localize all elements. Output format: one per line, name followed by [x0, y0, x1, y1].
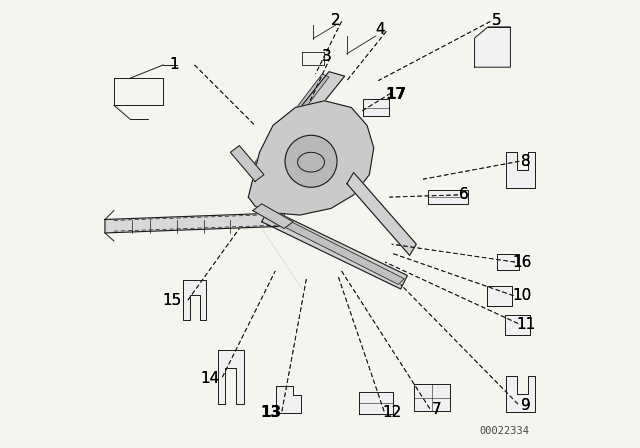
Polygon shape [428, 190, 468, 204]
Text: 7: 7 [431, 402, 442, 418]
Text: 3: 3 [322, 48, 332, 64]
Text: 8: 8 [521, 154, 531, 169]
Text: 15: 15 [163, 293, 182, 308]
Polygon shape [347, 172, 417, 255]
Text: 9: 9 [521, 398, 531, 413]
Text: 13: 13 [260, 405, 282, 420]
Polygon shape [506, 152, 535, 188]
Text: 14: 14 [200, 371, 220, 386]
Polygon shape [414, 384, 450, 411]
Text: 2: 2 [331, 13, 340, 28]
Polygon shape [504, 315, 530, 335]
Polygon shape [359, 392, 393, 414]
Text: 11: 11 [516, 317, 536, 332]
Text: 17: 17 [385, 86, 407, 102]
Text: 7: 7 [431, 402, 442, 418]
Polygon shape [248, 101, 374, 215]
Polygon shape [248, 72, 345, 179]
Text: 13: 13 [260, 405, 282, 420]
Text: 00022334: 00022334 [479, 426, 529, 436]
Text: 6: 6 [458, 187, 468, 202]
Polygon shape [218, 350, 244, 404]
Text: 17: 17 [385, 86, 407, 102]
Text: 16: 16 [512, 254, 531, 270]
Polygon shape [184, 280, 206, 320]
Polygon shape [486, 286, 512, 306]
Polygon shape [497, 254, 520, 270]
Polygon shape [276, 386, 301, 413]
Text: 12: 12 [382, 405, 401, 420]
Text: 11: 11 [516, 317, 536, 332]
Text: 10: 10 [512, 288, 531, 303]
Text: 16: 16 [512, 254, 531, 270]
Text: 6: 6 [458, 187, 468, 202]
Text: 4: 4 [376, 22, 385, 37]
Text: 5: 5 [492, 13, 502, 28]
Text: 1: 1 [170, 57, 179, 73]
Text: 12: 12 [382, 405, 401, 420]
Polygon shape [266, 211, 404, 284]
Polygon shape [230, 146, 264, 181]
Polygon shape [251, 74, 329, 171]
Text: 4: 4 [376, 22, 385, 37]
Polygon shape [253, 204, 293, 228]
Text: 5: 5 [492, 13, 502, 28]
Text: 3: 3 [322, 48, 332, 64]
Text: 10: 10 [512, 288, 531, 303]
Text: 8: 8 [521, 154, 531, 169]
Polygon shape [475, 27, 511, 67]
Polygon shape [105, 213, 284, 233]
Polygon shape [262, 208, 407, 289]
Text: 9: 9 [521, 398, 531, 413]
Text: 15: 15 [163, 293, 182, 308]
Text: 1: 1 [170, 57, 179, 73]
Text: 14: 14 [200, 371, 220, 386]
Polygon shape [506, 376, 535, 412]
Circle shape [285, 135, 337, 187]
Text: 2: 2 [331, 13, 340, 28]
Polygon shape [364, 99, 388, 116]
